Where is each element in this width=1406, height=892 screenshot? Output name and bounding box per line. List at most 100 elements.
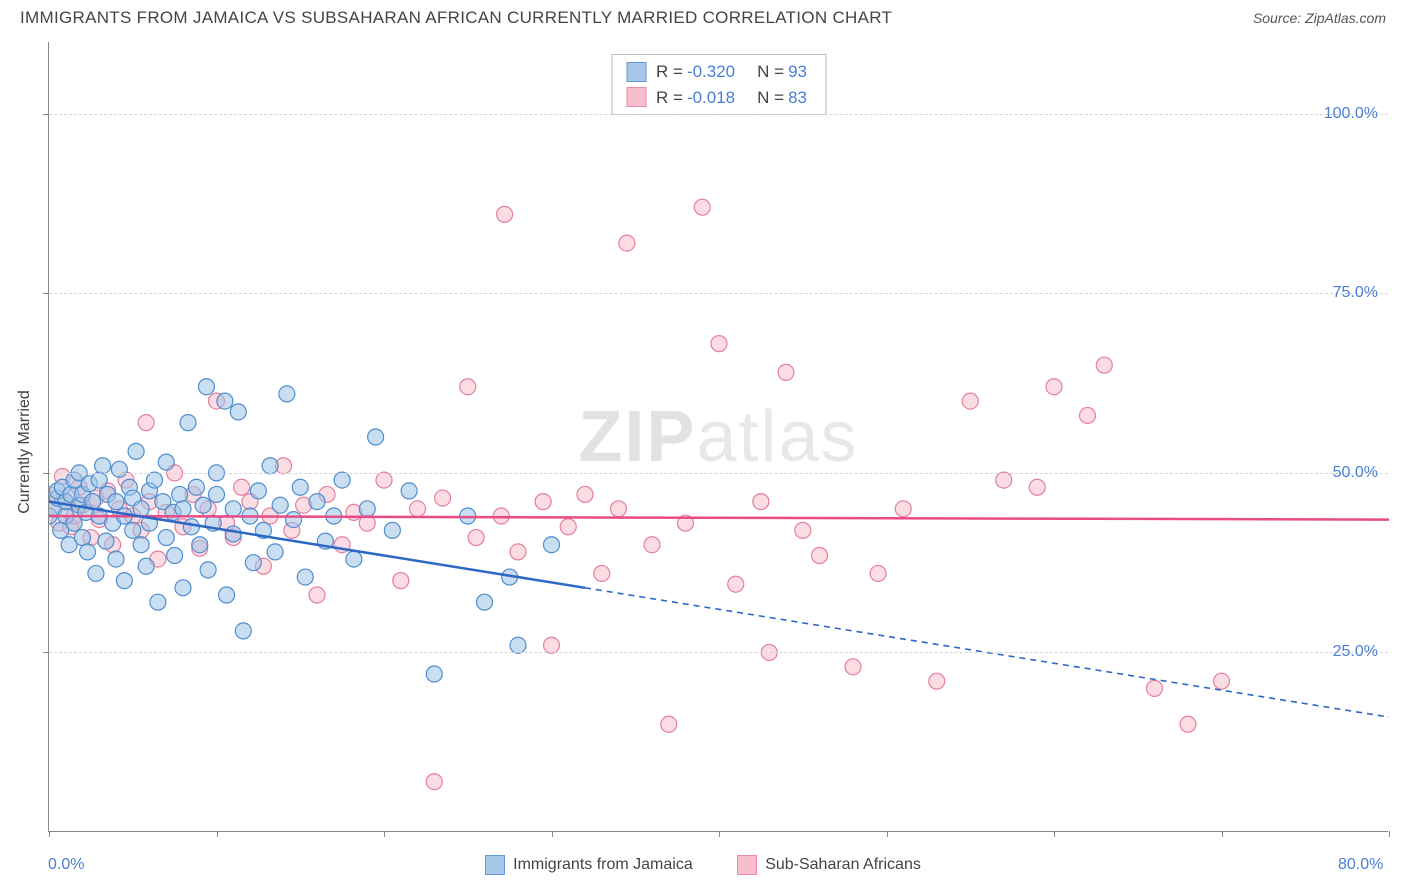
scatter-point — [870, 565, 886, 581]
legend-label-pink: Sub-Saharan Africans — [765, 856, 921, 874]
scatter-point — [217, 393, 233, 409]
scatter-point — [192, 537, 208, 553]
scatter-point — [267, 544, 283, 560]
scatter-point — [497, 206, 513, 222]
scatter-point — [611, 501, 627, 517]
r-value-blue: -0.320 — [687, 59, 735, 85]
scatter-point — [147, 472, 163, 488]
scatter-point — [477, 594, 493, 610]
scatter-point — [1147, 680, 1163, 696]
scatter-point — [230, 404, 246, 420]
r-value-pink: -0.018 — [687, 85, 735, 111]
y-axis-label: Currently Married — [16, 390, 34, 514]
scatter-point — [88, 565, 104, 581]
scatter-point — [544, 537, 560, 553]
scatter-point — [279, 386, 295, 402]
scatter-point — [175, 501, 191, 517]
legend-swatch-pink-icon — [737, 855, 757, 875]
scatter-point — [188, 479, 204, 495]
stats-legend-box: R = -0.320 N = 93 R = -0.018 N = 83 — [611, 54, 826, 115]
scatter-point — [195, 497, 211, 513]
scatter-svg — [49, 42, 1389, 832]
scatter-point — [644, 537, 660, 553]
x-tick-label-last: 80.0% — [1338, 856, 1383, 874]
scatter-point — [198, 379, 214, 395]
scatter-point — [234, 479, 250, 495]
scatter-point — [167, 548, 183, 564]
scatter-point — [368, 429, 384, 445]
stats-row-pink: R = -0.018 N = 83 — [626, 85, 811, 111]
x-tick — [1054, 831, 1055, 837]
r-label: R = — [656, 85, 683, 111]
x-tick — [384, 831, 385, 837]
grid-line — [49, 293, 1388, 294]
scatter-point — [133, 537, 149, 553]
scatter-point — [158, 454, 174, 470]
scatter-point — [812, 548, 828, 564]
scatter-point — [510, 544, 526, 560]
scatter-point — [410, 501, 426, 517]
scatter-point — [1096, 357, 1112, 373]
scatter-point — [245, 555, 261, 571]
y-tick-label: 25.0% — [1333, 643, 1378, 661]
x-tick — [49, 831, 50, 837]
scatter-point — [1080, 407, 1096, 423]
scatter-point — [560, 519, 576, 535]
x-tick — [217, 831, 218, 837]
scatter-point — [401, 483, 417, 499]
x-tick-label-first: 0.0% — [48, 856, 84, 874]
scatter-point — [384, 522, 400, 538]
scatter-point — [334, 472, 350, 488]
scatter-point — [468, 530, 484, 546]
n-value-pink: 83 — [788, 85, 807, 111]
scatter-point — [225, 526, 241, 542]
scatter-point — [180, 415, 196, 431]
scatter-point — [235, 623, 251, 639]
scatter-point — [895, 501, 911, 517]
source-attribution: Source: ZipAtlas.com — [1253, 10, 1386, 26]
y-tick — [43, 293, 49, 294]
n-label: N = — [757, 59, 784, 85]
scatter-point — [150, 594, 166, 610]
scatter-point — [116, 573, 132, 589]
scatter-point — [795, 522, 811, 538]
scatter-point — [346, 551, 362, 567]
scatter-point — [128, 443, 144, 459]
scatter-point — [91, 472, 107, 488]
legend-label-blue: Immigrants from Jamaica — [513, 856, 693, 874]
scatter-point — [753, 494, 769, 510]
swatch-pink-icon — [626, 87, 646, 107]
scatter-point — [309, 587, 325, 603]
x-tick — [719, 831, 720, 837]
x-tick — [887, 831, 888, 837]
scatter-point — [535, 494, 551, 510]
scatter-point — [138, 415, 154, 431]
scatter-point — [75, 530, 91, 546]
plot-area: ZIPatlas R = -0.320 N = 93 R = -0.018 N … — [48, 42, 1388, 832]
scatter-point — [98, 533, 114, 549]
y-tick — [43, 652, 49, 653]
scatter-point — [183, 519, 199, 535]
scatter-point — [111, 461, 127, 477]
scatter-point — [95, 458, 111, 474]
y-tick-label: 100.0% — [1324, 105, 1378, 123]
scatter-point — [594, 565, 610, 581]
y-tick — [43, 114, 49, 115]
scatter-point — [376, 472, 392, 488]
grid-line — [49, 652, 1388, 653]
scatter-point — [426, 666, 442, 682]
scatter-point — [577, 486, 593, 502]
scatter-point — [250, 483, 266, 499]
scatter-point — [125, 522, 141, 538]
y-tick-label: 50.0% — [1333, 464, 1378, 482]
x-tick — [552, 831, 553, 837]
swatch-blue-icon — [626, 62, 646, 82]
scatter-point — [175, 580, 191, 596]
grid-line — [49, 114, 1388, 115]
scatter-point — [661, 716, 677, 732]
scatter-point — [200, 562, 216, 578]
scatter-point — [108, 494, 124, 510]
scatter-point — [845, 659, 861, 675]
n-label: N = — [757, 85, 784, 111]
scatter-point — [262, 458, 278, 474]
